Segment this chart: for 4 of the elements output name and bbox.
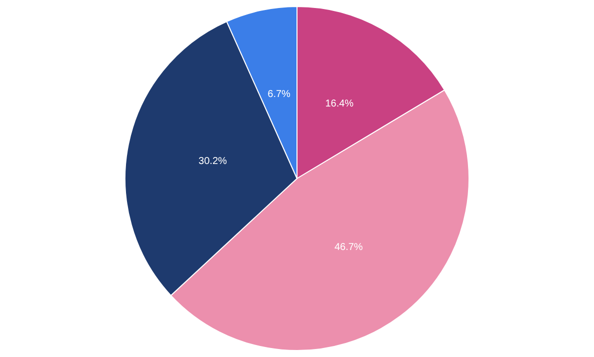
data-label: 6.7% <box>268 89 291 100</box>
data-label: 46.7% <box>334 242 363 254</box>
data-label: 30.2% <box>198 156 228 168</box>
data-label: 16.4% <box>325 98 354 110</box>
